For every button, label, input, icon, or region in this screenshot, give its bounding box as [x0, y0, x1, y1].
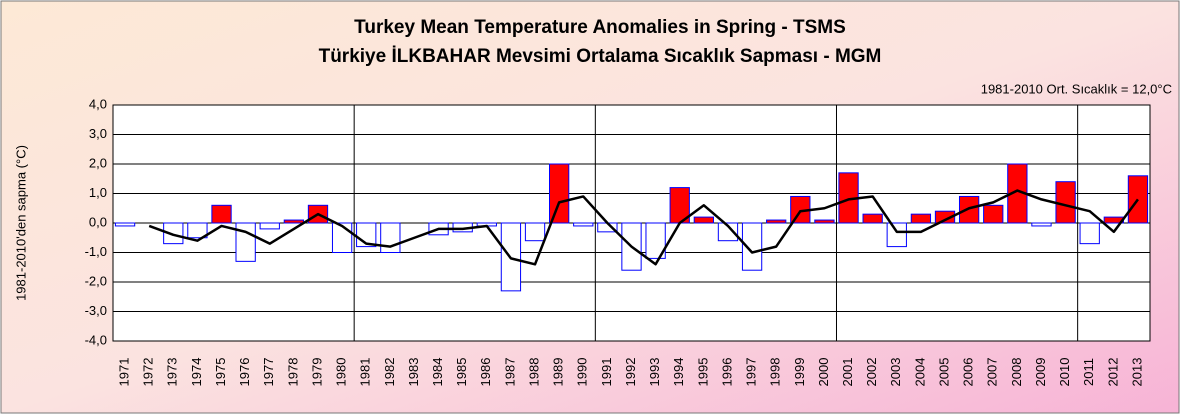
x-tick-label: 1992 [623, 358, 638, 387]
x-tick-label: 1999 [792, 358, 807, 387]
bar [114, 222, 136, 227]
x-tick-label: 1988 [526, 358, 541, 387]
bar [259, 222, 280, 230]
x-tick-label: 2007 [985, 358, 1000, 387]
y-tick-label: -3,0 [85, 303, 107, 318]
bar [766, 219, 787, 224]
bar [211, 204, 232, 224]
bar [983, 204, 1004, 224]
bar [862, 213, 883, 224]
x-tick-label: 2005 [936, 358, 951, 387]
x-tick-label: 1975 [213, 358, 228, 387]
bar [524, 222, 546, 242]
x-tick-label: 1995 [695, 358, 710, 387]
bar [958, 195, 980, 224]
bar [717, 222, 739, 242]
x-tick-label: 1996 [719, 358, 734, 387]
x-tick-label: 1980 [334, 358, 349, 387]
x-tick-label: 1973 [165, 358, 180, 387]
moving-average-line [148, 189, 1139, 266]
y-axis-label: 1981-2010'den sapma (°C) [13, 145, 28, 301]
x-tick-label: 1986 [478, 358, 493, 387]
x-tick-label: 2010 [1057, 358, 1072, 387]
y-tick-label: 3,0 [89, 126, 107, 141]
bar [886, 222, 907, 248]
x-tick-label: 2002 [864, 358, 879, 387]
annotation: 1981-2010 Ort. Sıcaklık = 12,0°C [981, 81, 1172, 96]
x-tick-label: 1976 [237, 358, 252, 387]
x-tick-label: 1971 [116, 358, 131, 387]
y-tick-label: -1,0 [85, 244, 107, 259]
x-tick-label: 1974 [189, 358, 204, 387]
y-tick-label: 4,0 [89, 96, 107, 111]
bar [645, 222, 666, 259]
bar [910, 213, 932, 224]
bar [187, 222, 208, 239]
x-tick-label: 1981 [358, 358, 373, 387]
x-tick-label: 1987 [502, 358, 517, 387]
y-tick-label: -2,0 [85, 273, 107, 288]
bar [573, 222, 594, 227]
x-tick-label: 1985 [454, 358, 469, 387]
y-tick-label: 2,0 [89, 155, 107, 170]
x-tick-label: 1998 [768, 358, 783, 387]
y-tick-label: 0,0 [89, 214, 107, 229]
x-tick-label: 1997 [744, 358, 759, 387]
x-tick-label: 1984 [430, 358, 445, 387]
bar [814, 219, 835, 224]
x-tick-label: 2008 [1009, 358, 1024, 387]
bar [934, 210, 956, 224]
x-tick-label: 1977 [261, 358, 276, 387]
x-tick-label: 1994 [671, 358, 686, 387]
x-tick-label: 2000 [816, 358, 831, 387]
chart-subtitle: Türkiye İLKBAHAR Mevsimi Ortalama Sıcakl… [319, 46, 882, 67]
bar [1079, 222, 1100, 245]
bar [1055, 181, 1076, 224]
x-tick-label: 1972 [141, 358, 156, 387]
x-tick-label: 2009 [1033, 358, 1048, 387]
x-tick-label: 1989 [551, 358, 566, 387]
bar [380, 222, 401, 253]
x-tick-label: 2001 [840, 358, 855, 387]
x-tick-label: 2004 [912, 358, 927, 387]
y-tick-label: 1,0 [89, 185, 107, 200]
bar [693, 216, 714, 224]
bar [235, 222, 256, 262]
x-tick-label: 2006 [961, 358, 976, 387]
bar [549, 163, 570, 224]
x-tick-label: 2003 [888, 358, 903, 387]
x-tick-label: 1979 [309, 358, 324, 387]
bar [283, 219, 305, 224]
x-tick-label: 1991 [599, 358, 614, 387]
bar [741, 222, 763, 271]
x-tick-label: 1983 [406, 358, 421, 387]
x-tick-label: 2011 [1081, 358, 1096, 386]
x-tick-label: 1990 [575, 358, 590, 387]
bar [1031, 222, 1052, 227]
x-tick-label: 1978 [285, 358, 300, 387]
x-tick-label: 2013 [1129, 358, 1144, 387]
x-tick-label: 2012 [1105, 358, 1120, 387]
x-tick-label: 1982 [382, 358, 397, 387]
chart-title: Turkey Mean Temperature Anomalies in Spr… [354, 17, 846, 38]
x-tick-label: 1993 [647, 358, 662, 387]
y-tick-label: -4,0 [85, 332, 107, 347]
bar [163, 222, 184, 245]
